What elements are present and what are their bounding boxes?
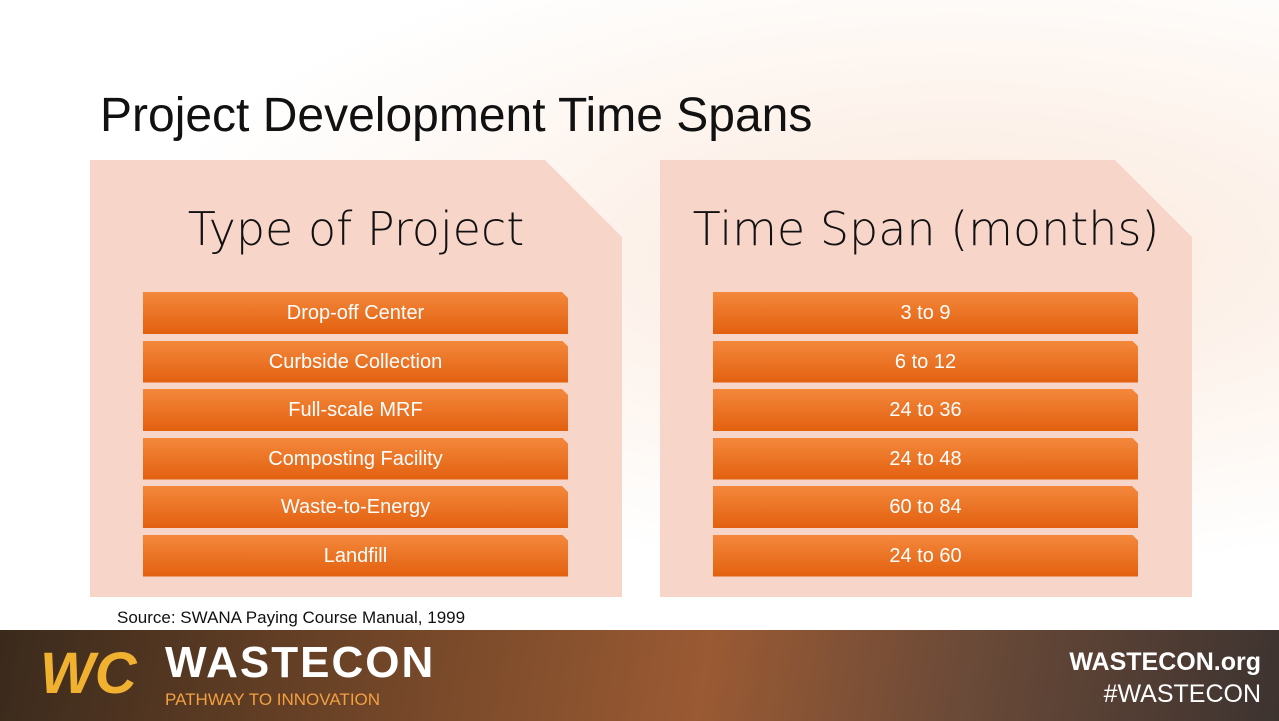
column-panel: Type of Project Drop-off Center Curbside … (90, 160, 622, 597)
column-heading: Time Span (months) (692, 202, 1160, 256)
list-item: 24 to 60 (713, 534, 1138, 577)
list-item: 24 to 36 (713, 389, 1138, 431)
column-panel: Time Span (months) 3 to 9 6 to 12 24 to 36… (660, 160, 1192, 597)
list-item: Full-scale MRF (143, 389, 568, 431)
list-item: Composting Facility (143, 437, 568, 480)
column-heading: Type of Project (187, 202, 525, 256)
list-item: Waste-to-Energy (143, 486, 568, 528)
list-item: 24 to 48 (713, 437, 1138, 480)
list-item: Curbside Collection (143, 340, 568, 383)
source-note: Source: SWANA Paying Course Manual, 1999 (117, 608, 466, 627)
list-item: 60 to 84 (713, 486, 1138, 528)
list-item: 3 to 9 (713, 292, 1138, 334)
website: WASTECON.org (1069, 648, 1261, 676)
tagline: PATHWAY TO INNOVATION (165, 690, 381, 709)
list-item: 6 to 12 (713, 340, 1138, 383)
list-item: Landfill (143, 534, 568, 577)
logo-text: WASTECON (165, 638, 436, 687)
logo-icon: WC (40, 641, 137, 706)
footer-banner: WC WASTECON PATHWAY TO INNOVATION WASTEC… (0, 630, 1279, 721)
list-item: Drop-off Center (143, 292, 568, 334)
hashtag: #WASTECON (1103, 680, 1261, 708)
slide-title: Project Development Time Spans (100, 89, 813, 142)
